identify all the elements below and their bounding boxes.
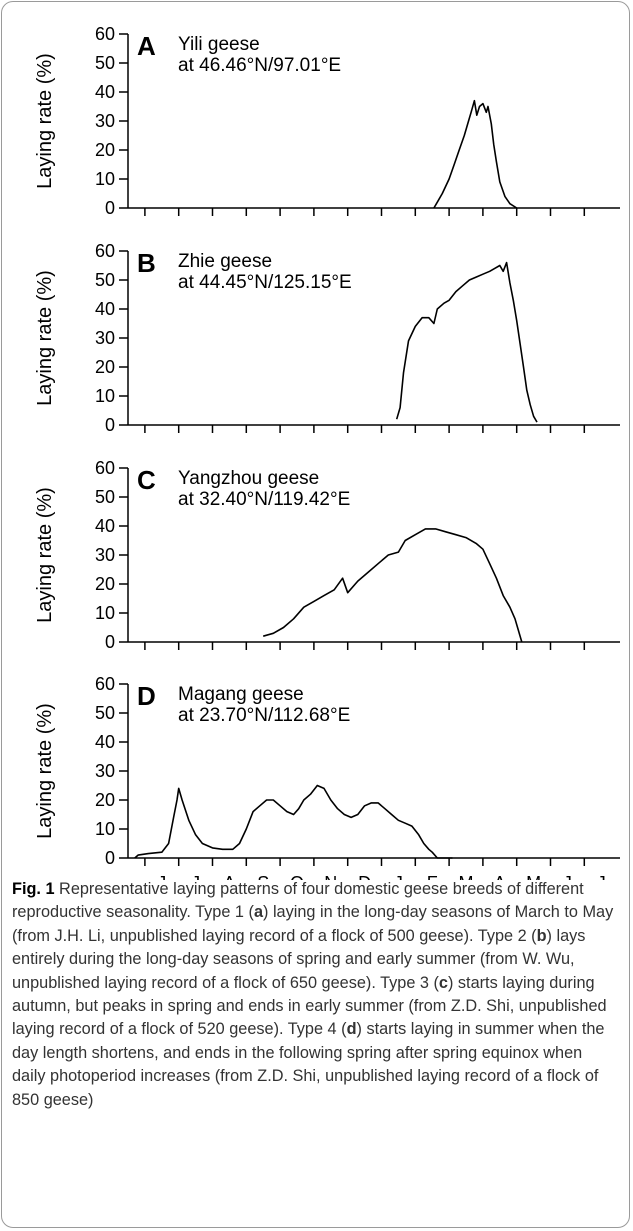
panel-d-month-label: J: [394, 873, 403, 880]
panel-c-ytick-label-60: 60: [95, 458, 115, 478]
panel-a-ytick-label-30: 30: [95, 111, 115, 131]
panel-c-ylabel: Laying rate (%): [34, 487, 56, 623]
caption-text-3: ) lays entirely during the long-day seas…: [12, 926, 586, 992]
panel-d-ytick-label-20: 20: [95, 790, 115, 810]
panel-a-ytick-label-0: 0: [105, 198, 115, 218]
panel-d-ytick-label-50: 50: [95, 703, 115, 723]
caption-text-1: Representative laying patterns of four d…: [12, 880, 584, 922]
panel-c-ytick-label-30: 30: [95, 545, 115, 565]
caption-panel-d: d: [346, 1020, 357, 1039]
panel-c-title: Yangzhou geese: [178, 468, 319, 489]
panel-a-ytick-label-50: 50: [95, 53, 115, 73]
panel-b-series-line: [395, 261, 538, 423]
panel-b-ytick-label-40: 40: [95, 299, 115, 319]
panel-b-subtitle: at 44.45°N/125.15°E: [178, 272, 352, 293]
panel-a-ylabel: Laying rate (%): [34, 53, 56, 189]
panel-b-ytick-label-60: 60: [95, 241, 115, 261]
panel-b-ytick-label-30: 30: [95, 328, 115, 348]
figure-caption: Fig. 1 Representative laying patterns of…: [12, 878, 618, 1112]
panel-a-series-line: [433, 99, 518, 209]
panel-d-month-label: O: [290, 873, 304, 880]
panel-d-month-label: J: [563, 873, 572, 880]
panel-d-month-label: A: [223, 873, 235, 880]
panel-d-letter: D: [137, 681, 156, 711]
panel-a-letter: A: [137, 31, 156, 61]
panel-d-ytick-label-40: 40: [95, 732, 115, 752]
panel-b-title: Zhie geese: [178, 251, 272, 272]
panel-d-subtitle: at 23.70°N/112.68°E: [178, 705, 350, 726]
panel-d-month-label: J: [157, 873, 166, 880]
panel-c-ytick-label-0: 0: [105, 632, 115, 652]
panel-c-subtitle: at 32.40°N/119.42°E: [178, 489, 350, 510]
panel-b-letter: B: [137, 248, 156, 278]
panel-a-ytick-label-20: 20: [95, 140, 115, 160]
panel-d-month-label: A: [494, 873, 506, 880]
panel-d-month-label: D: [358, 873, 371, 880]
panel-d-ytick-label-10: 10: [95, 819, 115, 839]
panel-d-title: Magang geese: [178, 684, 304, 705]
panel-b-ytick-label-10: 10: [95, 386, 115, 406]
panel-b-ytick-label-20: 20: [95, 357, 115, 377]
caption-text-4: ) starts laying during autumn, but peaks…: [12, 973, 607, 1039]
panel-d-month-label: N: [324, 873, 337, 880]
panel-a-subtitle: at 46.46°N/97.01°E: [178, 55, 341, 76]
caption-text-5: ) starts laying in summer when the day l…: [12, 1020, 605, 1109]
panel-c-letter: C: [137, 465, 156, 495]
panel-d-series-line: [134, 784, 453, 859]
panel-d-month-label: S: [257, 873, 269, 880]
panel-d-ytick-label-0: 0: [105, 848, 115, 868]
panel-b-ylabel: Laying rate (%): [34, 270, 56, 406]
panel-a-ytick-label-60: 60: [95, 24, 115, 44]
panel-b-ytick-label-0: 0: [105, 415, 115, 435]
panel-d-ylabel: Laying rate (%): [34, 703, 56, 839]
panel-d-ytick-label-60: 60: [95, 674, 115, 694]
panel-d-month-label: M: [526, 873, 541, 880]
panel-c-ytick-label-20: 20: [95, 574, 115, 594]
caption-panel-a: a: [253, 903, 263, 922]
panel-d-month-label: J: [191, 873, 200, 880]
panel-d-month-label: M: [459, 873, 474, 880]
panel-d-month-label: J: [597, 873, 606, 880]
caption-text-2: ) laying in the long-day seasons of Marc…: [12, 903, 614, 945]
panel-d-ytick-label-30: 30: [95, 761, 115, 781]
panel-a-title: Yili geese: [178, 34, 260, 55]
panel-c-ytick-label-50: 50: [95, 487, 115, 507]
panel-c-ytick-label-10: 10: [95, 603, 115, 623]
caption-panel-c: c: [438, 973, 448, 992]
panel-c-series-line: [262, 528, 523, 643]
caption-label: Fig. 1: [12, 880, 55, 898]
panel-d-month-label: F: [427, 873, 438, 880]
panel-a-ytick-label-40: 40: [95, 82, 115, 102]
panel-c-ytick-label-40: 40: [95, 516, 115, 536]
panel-a-ytick-label-10: 10: [95, 169, 115, 189]
panel-b-ytick-label-50: 50: [95, 270, 115, 290]
caption-panel-b: b: [536, 926, 547, 945]
